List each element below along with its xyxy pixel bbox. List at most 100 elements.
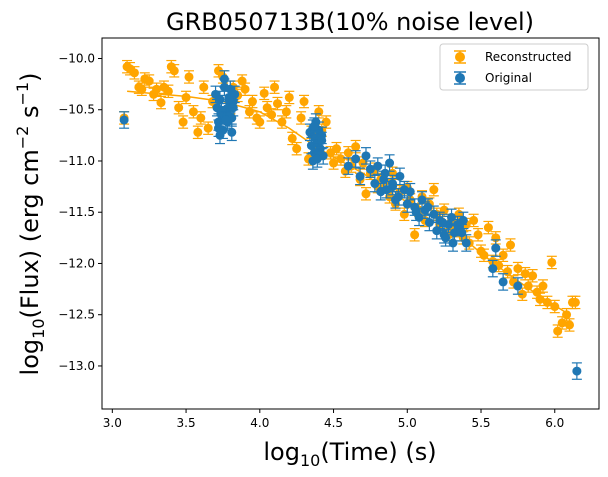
data-point bbox=[549, 299, 560, 314]
data-point bbox=[284, 90, 295, 105]
x-tick-label: 3.0 bbox=[103, 416, 122, 430]
data-point bbox=[428, 182, 439, 197]
data-point bbox=[266, 108, 277, 122]
data-point bbox=[262, 100, 273, 115]
plot-frame bbox=[101, 37, 600, 410]
y-tick-label: −12.5 bbox=[58, 308, 95, 322]
x-tick-label: 5.0 bbox=[398, 416, 417, 430]
data-point bbox=[296, 111, 307, 125]
y-tick-label: −11.0 bbox=[58, 154, 95, 168]
data-point bbox=[446, 208, 457, 227]
data-point bbox=[360, 187, 371, 201]
data-point bbox=[321, 115, 332, 129]
data-point bbox=[537, 279, 548, 293]
data-point bbox=[328, 156, 339, 170]
x-tick-label: 5.5 bbox=[471, 416, 490, 430]
legend: Reconstructed Original bbox=[439, 43, 589, 91]
y-tick-label: −10.0 bbox=[58, 51, 95, 65]
data-point bbox=[198, 80, 209, 94]
data-point bbox=[214, 126, 225, 145]
data-point bbox=[291, 141, 302, 156]
data-point bbox=[375, 182, 386, 201]
data-point bbox=[254, 115, 265, 129]
data-point bbox=[535, 292, 546, 307]
data-point bbox=[178, 115, 189, 129]
series-original bbox=[119, 70, 582, 380]
data-point bbox=[151, 82, 162, 96]
data-point bbox=[181, 90, 192, 105]
data-point bbox=[527, 269, 538, 283]
y-tick-label: −10.5 bbox=[58, 103, 95, 117]
data-point bbox=[512, 261, 523, 276]
data-point bbox=[119, 111, 130, 129]
data-point bbox=[483, 220, 494, 235]
data-point bbox=[184, 70, 195, 84]
x-tick-label: 4.5 bbox=[324, 416, 343, 430]
data-point bbox=[195, 111, 206, 125]
data-point bbox=[192, 125, 203, 140]
x-axis-label: log10(Time) (s) bbox=[263, 438, 436, 470]
data-point bbox=[355, 167, 366, 186]
data-point bbox=[498, 273, 509, 291]
x-tick-label: 6.0 bbox=[545, 416, 564, 430]
x-tick-label: 3.5 bbox=[177, 416, 196, 430]
data-point bbox=[461, 234, 472, 252]
data-point bbox=[155, 95, 166, 110]
data-point bbox=[269, 80, 280, 94]
data-point bbox=[173, 100, 184, 115]
y-tick-label: −11.5 bbox=[58, 205, 95, 219]
data-point bbox=[369, 174, 380, 193]
data-point bbox=[405, 182, 416, 201]
data-point bbox=[487, 259, 498, 278]
data-point bbox=[281, 105, 292, 119]
data-point bbox=[542, 295, 553, 310]
data-point bbox=[365, 160, 376, 178]
data-point bbox=[394, 167, 405, 186]
chart-title: GRB050713B(10% noise level) bbox=[166, 8, 534, 36]
data-point bbox=[226, 123, 237, 142]
data-point bbox=[247, 94, 258, 109]
x-tick-label: 4.0 bbox=[250, 416, 269, 430]
data-point bbox=[203, 121, 214, 135]
data-point bbox=[220, 111, 231, 129]
data-point bbox=[447, 234, 458, 252]
data-point bbox=[299, 94, 310, 109]
data-point bbox=[546, 255, 557, 270]
data-point bbox=[411, 203, 422, 222]
data-point bbox=[272, 96, 283, 111]
data-point bbox=[129, 66, 140, 80]
data-point bbox=[163, 84, 174, 99]
data-point bbox=[223, 90, 234, 109]
data-point bbox=[409, 228, 420, 242]
legend-marker-reconstructed bbox=[454, 50, 466, 64]
legend-label-reconstructed: Reconstructed bbox=[485, 50, 572, 64]
data-point bbox=[384, 154, 395, 172]
data-point bbox=[387, 174, 398, 193]
data-point bbox=[259, 86, 270, 101]
legend-label-original: Original bbox=[485, 71, 532, 85]
data-point bbox=[564, 318, 575, 332]
data-point bbox=[312, 150, 323, 168]
data-point bbox=[468, 213, 479, 228]
data-point bbox=[570, 295, 581, 310]
legend-box bbox=[439, 43, 589, 91]
data-point bbox=[422, 198, 433, 216]
data-point bbox=[393, 188, 404, 206]
data-point bbox=[440, 229, 451, 247]
data-point bbox=[343, 146, 354, 160]
data-point bbox=[512, 277, 523, 295]
data-point bbox=[505, 238, 516, 252]
data-point bbox=[169, 64, 180, 78]
data-point bbox=[144, 74, 155, 88]
legend-marker-original bbox=[454, 71, 466, 85]
y-tick-label: −12.0 bbox=[58, 256, 95, 270]
data-point bbox=[350, 150, 361, 168]
data-point bbox=[571, 362, 582, 380]
data-point bbox=[309, 117, 320, 135]
data-point bbox=[478, 248, 489, 263]
data-point bbox=[490, 239, 501, 257]
data-point bbox=[473, 228, 484, 242]
data-point bbox=[316, 131, 327, 150]
y-tick-label: −13.0 bbox=[58, 359, 95, 373]
